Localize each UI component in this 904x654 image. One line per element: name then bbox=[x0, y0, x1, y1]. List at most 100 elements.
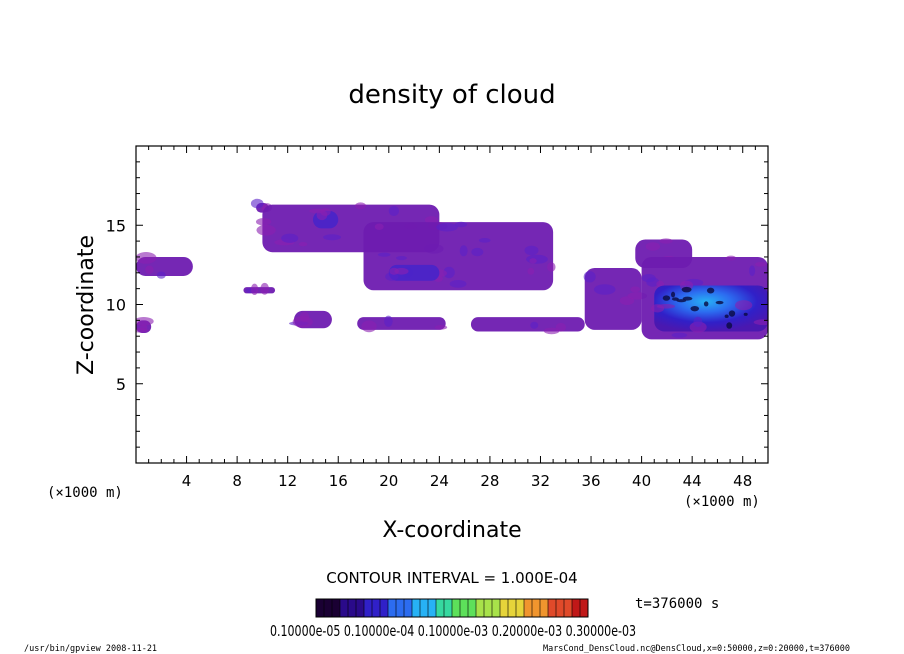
cloud-texture bbox=[671, 332, 688, 338]
x-tick-label: 20 bbox=[379, 472, 398, 490]
cloud-region bbox=[136, 316, 154, 334]
contour-blob bbox=[671, 291, 676, 298]
cloud-texture bbox=[250, 283, 259, 295]
x-tick-label: 36 bbox=[581, 472, 600, 490]
cloud-texture bbox=[454, 221, 468, 228]
colorbar-segment bbox=[516, 599, 525, 617]
colorbar-segment bbox=[412, 599, 421, 617]
cloud-texture bbox=[292, 315, 313, 328]
cloud-texture bbox=[689, 321, 707, 333]
cloud-body bbox=[654, 285, 768, 332]
contour-blob bbox=[703, 301, 709, 307]
colorbar-segment bbox=[468, 599, 477, 617]
cloud-texture bbox=[389, 267, 399, 275]
cloud-texture bbox=[735, 300, 753, 311]
cloud-region bbox=[385, 264, 440, 281]
colorbar-segment bbox=[372, 599, 381, 617]
cloud-texture bbox=[443, 266, 455, 279]
y-tick-label: 10 bbox=[106, 296, 126, 315]
x-tick-label: 16 bbox=[329, 472, 348, 490]
colorbar-segment bbox=[420, 599, 429, 617]
cloud-region bbox=[289, 310, 332, 329]
colorbar-segment bbox=[508, 599, 517, 617]
cloud-texture bbox=[693, 316, 703, 328]
cloud-texture bbox=[255, 217, 272, 226]
colorbar-segment bbox=[556, 599, 565, 617]
cloud-body bbox=[584, 268, 642, 330]
colorbar-segment bbox=[364, 599, 373, 617]
cloud-texture bbox=[459, 245, 468, 257]
cloud-texture bbox=[547, 262, 556, 272]
cloud-texture bbox=[354, 202, 367, 210]
cloud-texture bbox=[377, 252, 391, 257]
colorbar-segment bbox=[532, 599, 541, 617]
cloud-body bbox=[357, 317, 446, 330]
cloud-texture bbox=[384, 315, 393, 327]
colorbar-segment bbox=[484, 599, 493, 617]
colorbar-labels: 0.10000e-05 0.10000e-04 0.10000e-03 0.20… bbox=[270, 622, 636, 640]
cloud-texture bbox=[749, 265, 756, 277]
colorbar-segment bbox=[452, 599, 461, 617]
cloud-texture bbox=[136, 316, 154, 326]
cloud-texture bbox=[754, 261, 767, 267]
contour-blob bbox=[724, 314, 729, 318]
cloud-body bbox=[470, 317, 585, 332]
x-tick-label: 4 bbox=[182, 472, 192, 490]
y-tick-label: 15 bbox=[106, 216, 126, 235]
colorbar-segment bbox=[380, 599, 389, 617]
cloud-texture bbox=[260, 282, 270, 295]
colorbar-segment bbox=[476, 599, 485, 617]
cloud-texture bbox=[374, 223, 384, 230]
colorbar-segment bbox=[348, 599, 357, 617]
cloud-texture bbox=[388, 205, 400, 216]
cloud-texture bbox=[281, 233, 299, 243]
cloud-texture bbox=[395, 255, 407, 261]
cloud-texture bbox=[478, 238, 491, 243]
x-axis-label: X-coordinate bbox=[382, 518, 521, 543]
cloud-region bbox=[136, 252, 193, 279]
cloud-texture bbox=[529, 258, 537, 264]
cloud-texture bbox=[530, 321, 539, 329]
cloud-texture bbox=[361, 320, 377, 333]
colorbar-segment bbox=[460, 599, 469, 617]
colorbar-segment bbox=[500, 599, 509, 617]
cloud-texture bbox=[449, 280, 467, 288]
cloud-texture bbox=[659, 238, 673, 244]
cloud-texture bbox=[641, 273, 656, 283]
x-tick-label: 8 bbox=[232, 472, 242, 490]
contour-blob bbox=[706, 287, 715, 294]
colorbar-segment bbox=[404, 599, 413, 617]
contour-blob bbox=[662, 295, 671, 301]
colorbar-segment bbox=[316, 599, 325, 617]
contour-blob bbox=[726, 322, 733, 329]
cloud-texture bbox=[526, 254, 548, 264]
contour-interval: CONTOUR INTERVAL = 1.000E-04 bbox=[326, 569, 577, 587]
cloud-texture bbox=[434, 325, 448, 330]
x-tick-label: 12 bbox=[278, 472, 297, 490]
contour-blob bbox=[671, 297, 679, 301]
cloud-texture bbox=[471, 247, 484, 257]
cloud-texture bbox=[136, 252, 157, 264]
colorbar-segment bbox=[428, 599, 437, 617]
cloud-texture bbox=[524, 245, 539, 256]
colorbar-segment bbox=[388, 599, 397, 617]
colorbar-segment bbox=[332, 599, 341, 617]
contour-blob bbox=[681, 286, 692, 293]
colorbar-segment bbox=[564, 599, 573, 617]
y-axis-unit: (×1000 m) bbox=[47, 485, 123, 501]
footer-left: /usr/bin/gpview 2008-11-21 bbox=[24, 644, 157, 654]
colorbar-segment bbox=[356, 599, 365, 617]
contour-blob bbox=[676, 299, 687, 303]
cloud-texture bbox=[256, 224, 276, 236]
contour-blob bbox=[728, 310, 736, 317]
colorbar-frame bbox=[315, 598, 589, 618]
cloud-region bbox=[583, 268, 648, 330]
cloud-field bbox=[136, 198, 768, 340]
cloud-texture bbox=[645, 242, 661, 251]
cloud-texture bbox=[650, 304, 665, 313]
contour-blob bbox=[690, 305, 700, 312]
cloud-texture bbox=[543, 327, 560, 335]
cloud-texture bbox=[250, 198, 264, 209]
